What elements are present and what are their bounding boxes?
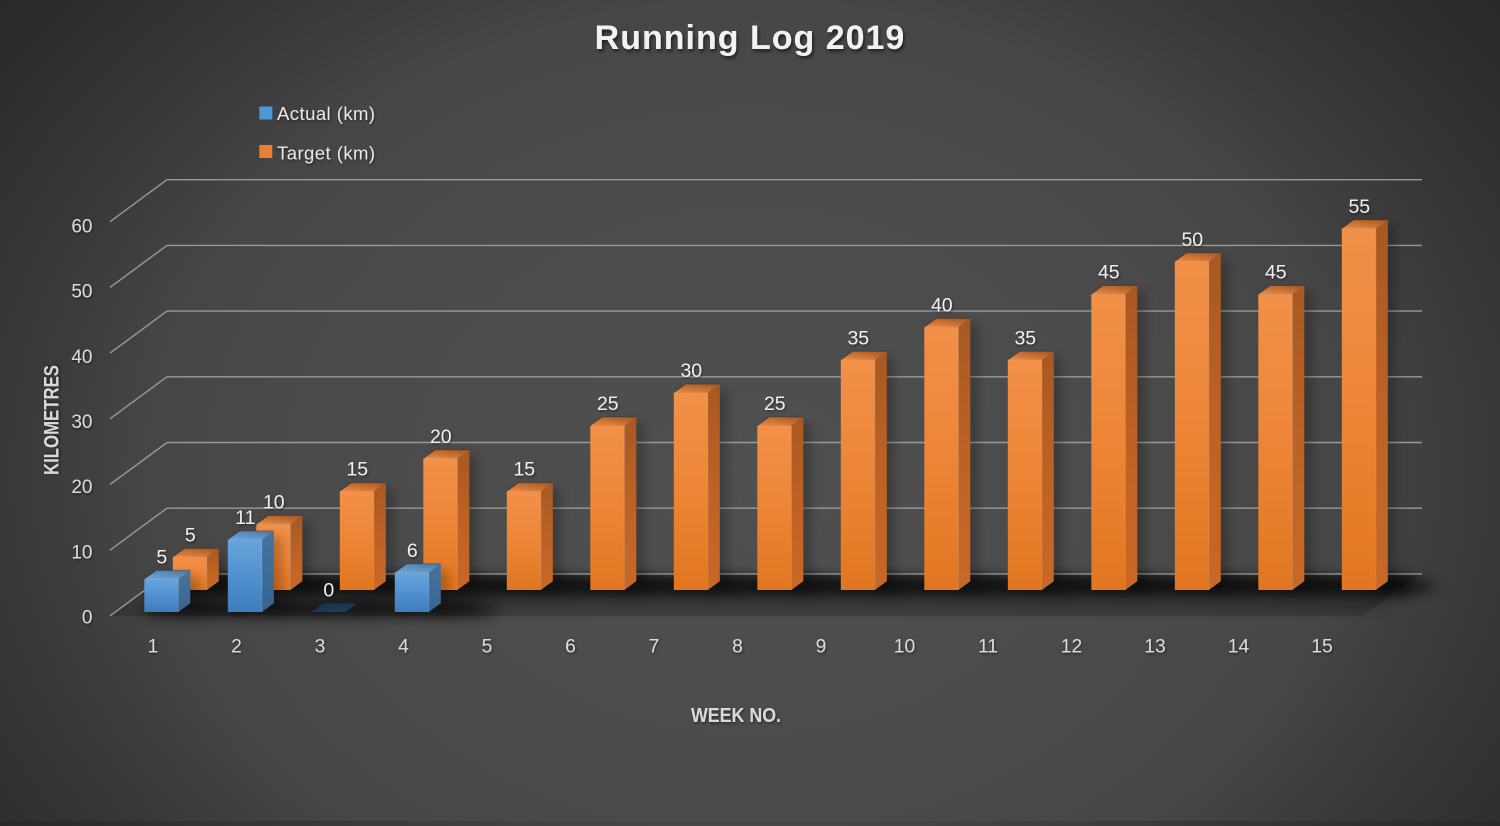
svg-text:15: 15	[513, 459, 535, 481]
svg-text:7: 7	[649, 637, 660, 658]
svg-text:10: 10	[263, 492, 285, 514]
svg-text:11: 11	[978, 637, 998, 658]
svg-text:55: 55	[1348, 196, 1370, 218]
svg-text:Running Log 2019: Running Log 2019	[595, 19, 906, 57]
svg-text:45: 45	[1098, 262, 1120, 284]
svg-text:5: 5	[185, 525, 196, 547]
svg-text:3: 3	[315, 637, 326, 658]
svg-text:8: 8	[732, 637, 743, 658]
svg-text:25: 25	[597, 393, 619, 415]
svg-text:35: 35	[847, 327, 869, 349]
svg-text:Actual (km): Actual (km)	[277, 103, 376, 124]
svg-text:10: 10	[71, 542, 92, 563]
svg-text:15: 15	[1311, 637, 1332, 658]
svg-text:50: 50	[1181, 229, 1203, 251]
svg-text:14: 14	[1228, 637, 1250, 658]
svg-text:40: 40	[931, 295, 953, 317]
svg-text:50: 50	[71, 282, 92, 303]
svg-text:30: 30	[680, 360, 702, 382]
svg-text:60: 60	[71, 216, 92, 237]
svg-text:0: 0	[82, 608, 93, 629]
svg-text:9: 9	[816, 637, 827, 658]
svg-text:6: 6	[407, 540, 418, 562]
svg-text:20: 20	[71, 477, 92, 498]
svg-text:11: 11	[235, 507, 255, 529]
svg-text:6: 6	[565, 637, 576, 658]
svg-text:5: 5	[156, 547, 167, 569]
svg-text:12: 12	[1061, 637, 1082, 658]
svg-text:30: 30	[71, 412, 92, 433]
svg-text:2: 2	[231, 637, 242, 658]
svg-text:25: 25	[764, 393, 786, 415]
svg-text:WEEK NO.: WEEK NO.	[691, 705, 781, 727]
svg-text:KILOMETRES: KILOMETRES	[40, 365, 64, 475]
svg-text:4: 4	[398, 637, 409, 658]
svg-text:Target (km): Target (km)	[277, 143, 376, 164]
svg-text:45: 45	[1265, 262, 1287, 284]
svg-text:40: 40	[71, 347, 92, 368]
svg-text:0: 0	[323, 579, 334, 601]
svg-text:20: 20	[430, 426, 452, 448]
svg-text:5: 5	[482, 637, 493, 658]
svg-text:10: 10	[894, 637, 915, 658]
svg-text:35: 35	[1014, 327, 1036, 349]
svg-text:15: 15	[346, 459, 368, 481]
svg-text:13: 13	[1144, 637, 1165, 658]
svg-text:1: 1	[148, 637, 159, 658]
